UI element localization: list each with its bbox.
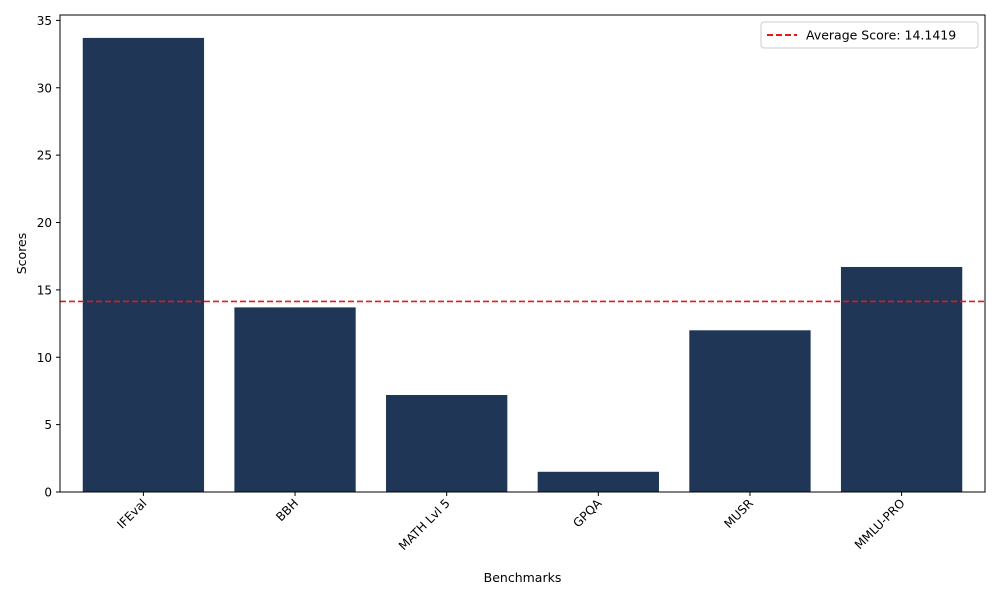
bar-math-lvl-5	[386, 394, 508, 492]
x-tick-label: GPQA	[570, 496, 605, 531]
legend-label-average: Average Score: 14.1419	[806, 28, 956, 43]
bar-gpqa	[537, 471, 659, 492]
y-tick-label: 5	[44, 418, 52, 432]
bar-musr	[689, 330, 811, 492]
x-tick-label: MMLU-PRO	[852, 496, 908, 552]
legend-box	[760, 21, 979, 49]
x-tick-label: MUSR	[721, 496, 756, 531]
x-tick-label: BBH	[273, 496, 301, 524]
y-tick-label: 15	[37, 283, 52, 297]
bar-mmlu-pro	[840, 266, 963, 492]
legend: Average Score: 14.1419	[760, 21, 979, 49]
y-tick-label: 20	[37, 216, 52, 230]
y-axis-label: Scores	[14, 233, 29, 275]
y-tick-label: 35	[37, 14, 52, 28]
x-axis-ticks: IFEval BBH MATH Lvl 5 GPQA MUSR MMLU-PRO	[114, 492, 908, 553]
y-tick-label: 10	[37, 351, 52, 365]
bar-bbh	[234, 307, 356, 492]
bar-group	[82, 37, 963, 493]
y-tick-label: 30	[37, 81, 52, 95]
plot-area	[60, 15, 985, 492]
plot-frame	[59, 14, 986, 493]
x-tick-label: IFEval	[114, 496, 149, 531]
y-tick-label: 25	[37, 149, 52, 163]
y-axis-ticks: 0 5 10 15 20 25 30 35	[37, 14, 60, 500]
x-tick-label: MATH Lvl 5	[396, 496, 453, 553]
bar-ifeval	[82, 37, 205, 493]
x-axis-label: Benchmarks	[484, 570, 562, 585]
y-tick-label: 0	[44, 486, 52, 500]
